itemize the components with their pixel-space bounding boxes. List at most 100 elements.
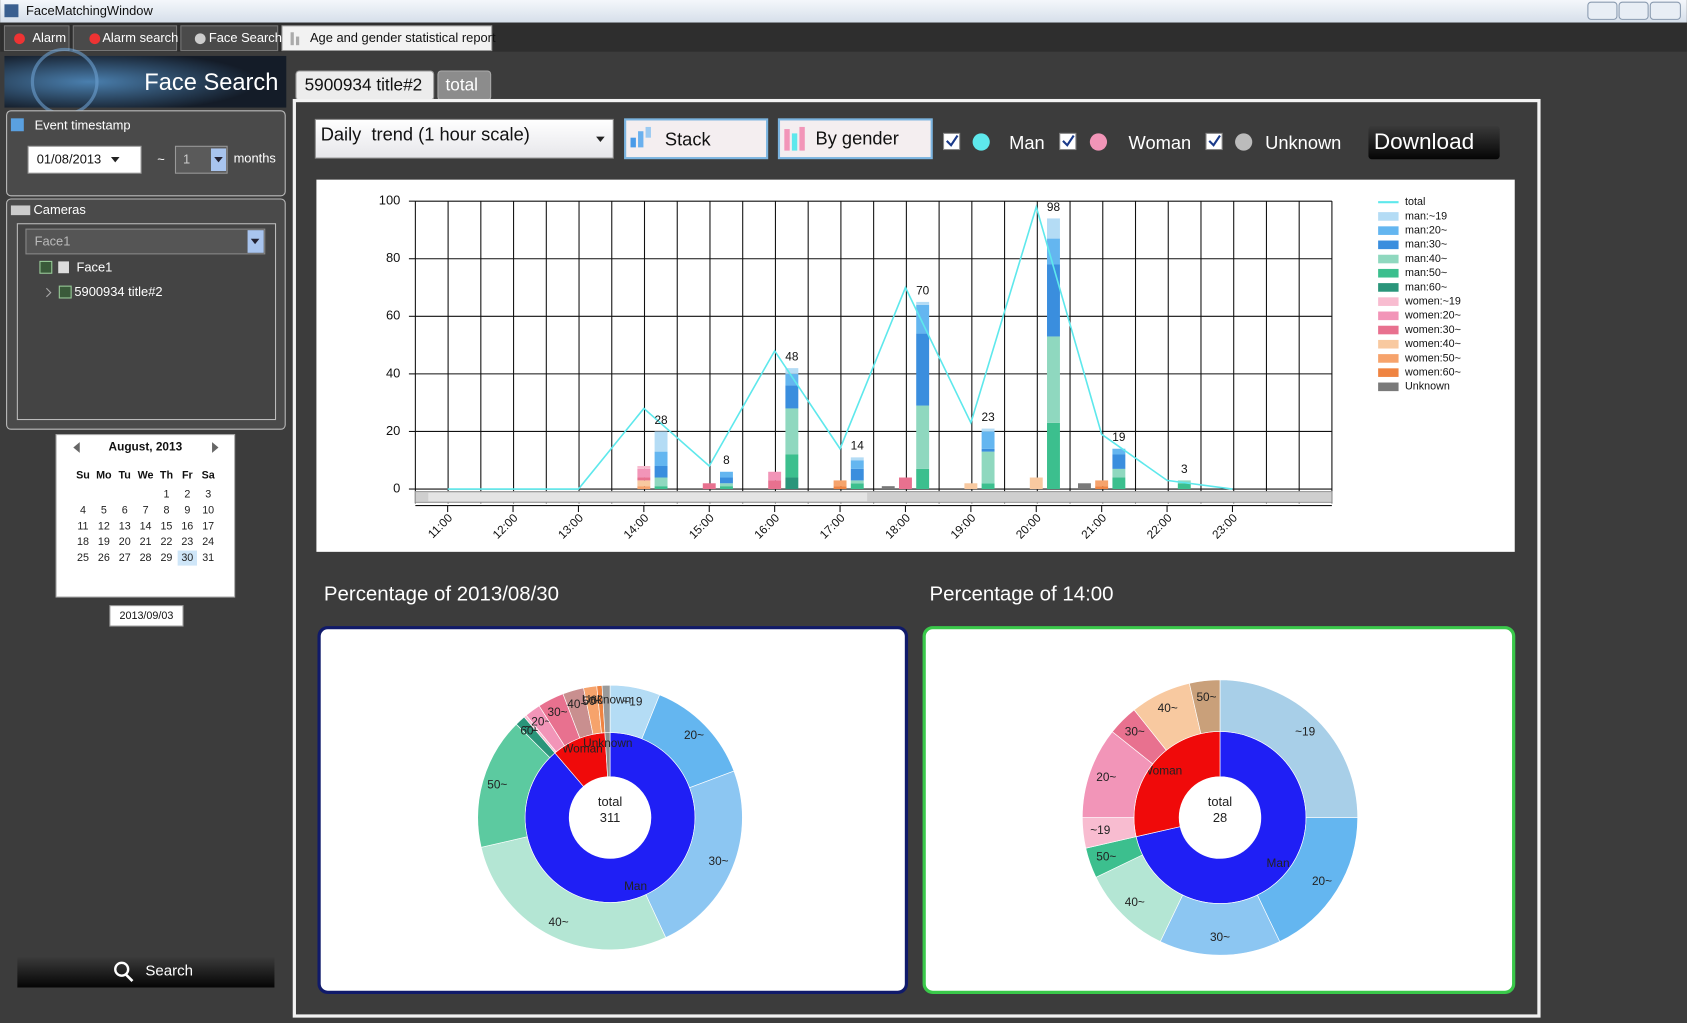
pie-slice [1188, 679, 1221, 735]
stack-button[interactable] [624, 118, 769, 160]
man-icon [972, 133, 990, 151]
tab-active[interactable] [281, 25, 493, 52]
stack-label[interactable]: Stack [665, 129, 712, 150]
bar-segment [981, 448, 995, 452]
dropdown-arrow [110, 157, 120, 163]
timestamp-label: Event timestamp [35, 117, 131, 132]
tab-label[interactable]: Age and gender statistical report [310, 30, 496, 45]
by-gender-label[interactable]: By gender [816, 128, 899, 149]
day[interactable]: 20 [119, 536, 131, 548]
day[interactable]: 25 [77, 552, 89, 564]
slice-label: Man [1267, 856, 1290, 870]
tree-item[interactable]: 5900934 title#2 [74, 284, 162, 299]
search-button[interactable] [17, 957, 275, 988]
filter-woman[interactable]: Woman [1059, 132, 1192, 153]
pie-title: Percentage of 14:00 [930, 583, 1114, 605]
day[interactable]: 4 [80, 504, 86, 516]
day[interactable]: 12 [98, 520, 110, 532]
day[interactable]: 24 [202, 536, 214, 548]
day[interactable]: 29 [160, 552, 172, 564]
bar-segment [964, 483, 978, 490]
day[interactable]: 15 [160, 520, 172, 532]
search-icon [125, 973, 134, 982]
dropdown-arrow [250, 238, 260, 245]
today-button[interactable] [109, 605, 184, 627]
sidebar-title: Face Search [144, 70, 278, 96]
filter-label[interactable]: Woman [1129, 132, 1192, 153]
day[interactable]: 22 [160, 536, 172, 548]
date-value[interactable]: 01/08/2013 [37, 152, 102, 167]
y-tick-label: 20 [386, 423, 400, 438]
sidebar-header [4, 55, 287, 108]
tab-icon [295, 36, 300, 46]
pie-slice [1219, 679, 1359, 818]
data-label: 8 [723, 453, 730, 467]
filter-unknown[interactable]: Unknown [1205, 132, 1341, 153]
calendar-prev[interactable] [73, 442, 80, 453]
button-icon [630, 137, 636, 148]
cameras-label: Cameras [33, 202, 85, 217]
tree-checkbox[interactable] [39, 260, 53, 274]
tree-checkbox[interactable] [58, 285, 72, 299]
tab-label[interactable]: Alarm search [102, 30, 178, 45]
filter-label[interactable]: Unknown [1265, 132, 1341, 153]
download-label[interactable]: Download [1374, 129, 1474, 154]
legend-label: man:~19 [1405, 210, 1447, 222]
day[interactable]: 3 [205, 489, 211, 501]
day[interactable]: 27 [119, 552, 131, 564]
day[interactable]: 23 [181, 536, 193, 548]
mode-label[interactable]: Daily trend (1 hour scale) [321, 123, 530, 144]
day[interactable]: 8 [163, 504, 169, 516]
day[interactable]: 7 [143, 504, 149, 516]
day[interactable]: 21 [140, 536, 152, 548]
data-label: 3 [1181, 462, 1188, 476]
bar-segment [1112, 448, 1126, 455]
day[interactable]: 30 [181, 552, 193, 564]
day[interactable]: 26 [98, 552, 110, 564]
slice-label: Unknown [583, 736, 632, 750]
weekday: Mo [96, 469, 112, 481]
today-label[interactable]: 2013/09/03 [120, 610, 174, 622]
day[interactable]: 31 [202, 552, 214, 564]
mode-dropdown[interactable] [314, 118, 614, 159]
day[interactable]: 2 [184, 489, 190, 501]
tree-item[interactable]: Face1 [77, 259, 113, 274]
tab[interactable] [72, 25, 178, 52]
slice-label: 20~ [684, 728, 704, 742]
day[interactable]: 11 [77, 520, 88, 532]
tab-icon [14, 33, 25, 45]
tab-icon [89, 33, 101, 45]
search-label[interactable]: Search [145, 962, 193, 979]
calendar-next[interactable] [212, 442, 219, 453]
day[interactable]: 14 [140, 520, 152, 532]
day[interactable]: 28 [140, 552, 152, 564]
day[interactable]: 5 [101, 504, 107, 516]
day[interactable]: 13 [119, 520, 131, 532]
bar-segment [850, 457, 864, 461]
camera-combo[interactable] [25, 228, 266, 255]
download-button[interactable] [1368, 125, 1500, 160]
tab-label[interactable]: Alarm [32, 30, 66, 45]
minimize-button[interactable] [1587, 1, 1618, 20]
day[interactable]: 9 [184, 504, 190, 516]
camera-selected[interactable]: Face1 [35, 233, 71, 248]
day[interactable]: 19 [98, 536, 110, 548]
date-picker[interactable] [27, 145, 142, 174]
sub-tab-label[interactable]: 5900934 title#2 [305, 75, 423, 95]
center-total: 28 [1213, 810, 1227, 825]
day[interactable]: 16 [181, 520, 193, 532]
tab-label[interactable]: Face Search [209, 30, 282, 45]
close-button[interactable] [1649, 1, 1681, 20]
sub-tab-label[interactable]: total [445, 75, 478, 95]
filter-label[interactable]: Man [1009, 132, 1045, 153]
day[interactable]: 18 [77, 536, 89, 548]
day[interactable]: 6 [122, 504, 128, 516]
filter-man[interactable]: Man [943, 132, 1045, 153]
maximize-button[interactable] [1618, 1, 1649, 20]
tree-expander[interactable] [46, 287, 52, 298]
day[interactable]: 17 [202, 520, 214, 532]
dropdown-arrow [214, 157, 223, 163]
month-count[interactable]: 1 [183, 152, 190, 167]
day[interactable]: 1 [163, 489, 169, 501]
day[interactable]: 10 [202, 504, 214, 516]
